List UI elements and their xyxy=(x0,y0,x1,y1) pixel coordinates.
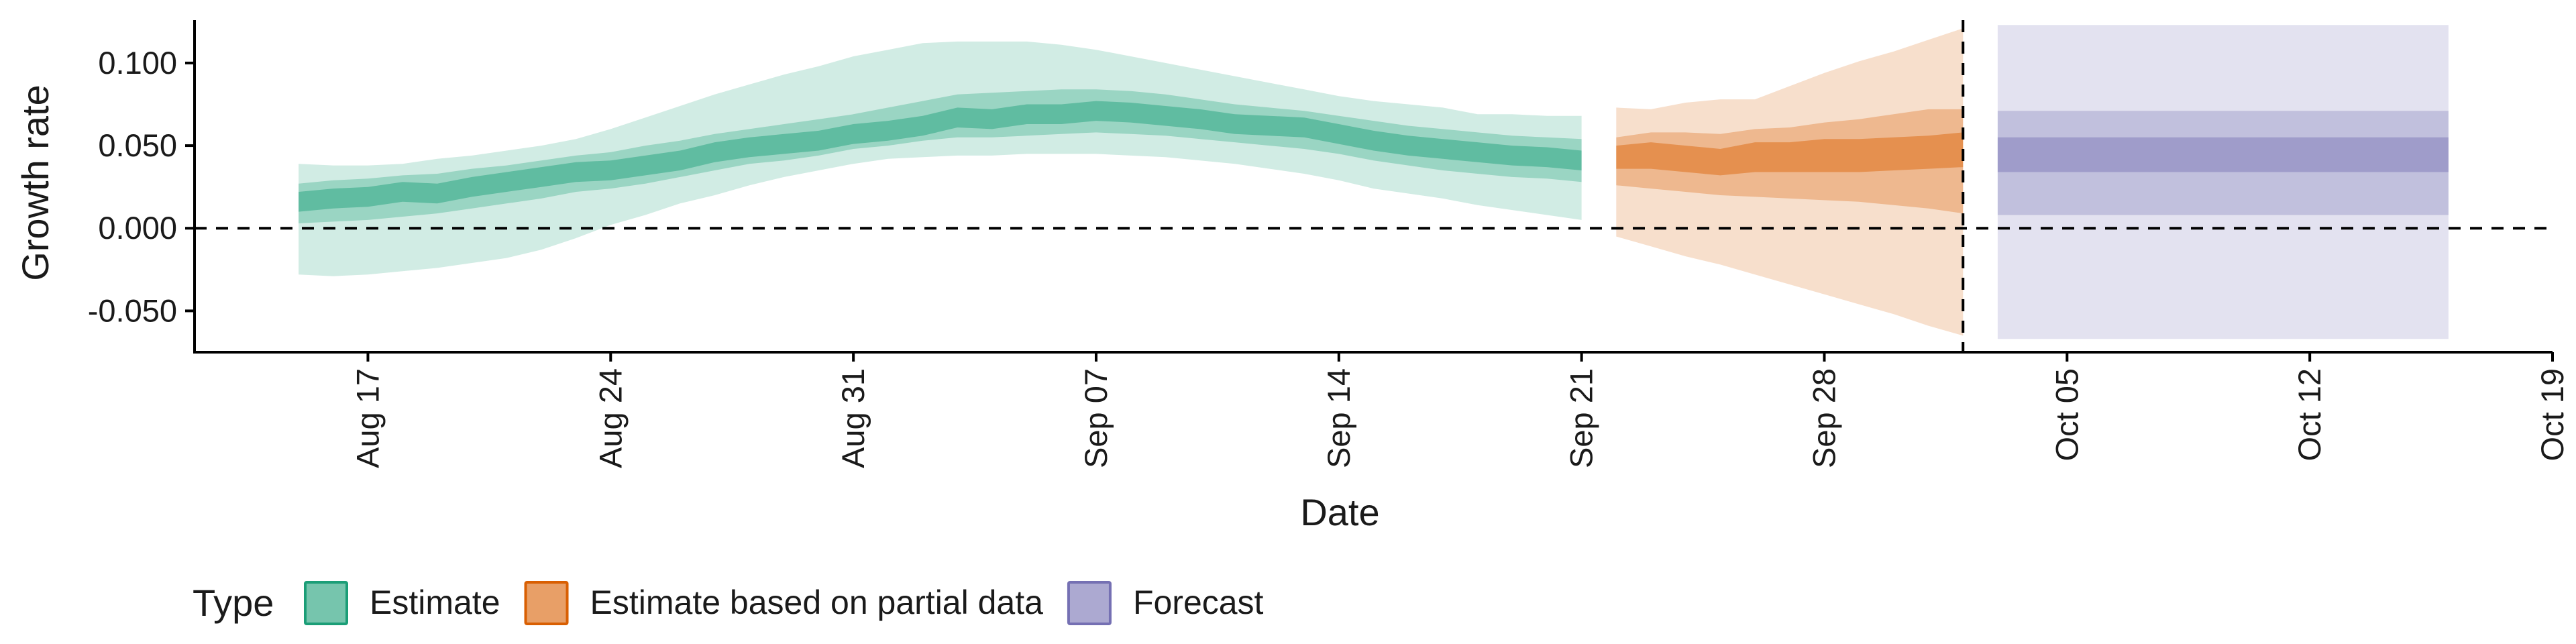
y-tick-label: 0.100 xyxy=(98,45,177,80)
band-20-interval-2 xyxy=(1997,137,2449,172)
y-axis-title: Growth rate xyxy=(14,85,56,281)
x-tick-label: Sep 14 xyxy=(1321,368,1356,468)
y-tick-label: -0.050 xyxy=(88,292,177,328)
legend-entries: Estimate Estimate based on partial data Fo… xyxy=(304,581,1264,625)
legend-entry: Estimate xyxy=(304,581,500,625)
band-20-interval-0 xyxy=(299,101,1582,212)
legend-swatch xyxy=(1067,581,1112,625)
legend-entry: Forecast xyxy=(1067,581,1264,625)
axes-layer: 0.100 0.050 0.000 -0.050 Aug 17 Aug 24 Aug 31… xyxy=(14,20,2570,533)
x-tick-label: Oct 05 xyxy=(2049,368,2084,461)
band-90-interval-0 xyxy=(299,41,1582,276)
legend: Type Estimate Estimate based on partial d… xyxy=(193,581,1264,625)
series-estimate-based-on-partial-data xyxy=(1616,28,1964,336)
x-tick-label: Aug 24 xyxy=(592,368,628,468)
band-20-interval-1 xyxy=(1616,132,1964,176)
x-axis-title: Date xyxy=(1300,491,1379,533)
guide-layer xyxy=(195,20,2553,352)
legend-label: Estimate xyxy=(370,584,500,621)
x-tick-label: Aug 31 xyxy=(835,368,871,468)
x-tick-label: Sep 07 xyxy=(1078,368,1114,468)
x-tick-label: Sep 28 xyxy=(1806,368,1841,468)
legend-entry: Estimate based on partial data xyxy=(524,581,1044,625)
legend-label: Forecast xyxy=(1133,584,1264,621)
band-90-interval-1 xyxy=(1616,28,1964,336)
series-estimate xyxy=(299,41,1582,276)
band-50-interval-1 xyxy=(1616,109,1964,214)
band-90-interval-2 xyxy=(1997,25,2449,339)
x-axis-ticks: Aug 17 Aug 24 Aug 31 Sep 07 Sep 14 Sep 21 Sep … xyxy=(350,352,2570,468)
legend-swatch xyxy=(524,581,569,625)
series-forecast xyxy=(1997,25,2449,339)
x-tick-label: Sep 21 xyxy=(1564,368,1599,468)
y-axis-ticks: 0.100 0.050 0.000 -0.050 xyxy=(88,45,195,328)
band-layer xyxy=(299,25,2449,339)
legend-swatch xyxy=(304,581,348,625)
legend-title: Type xyxy=(193,582,274,624)
legend-label: Estimate based on partial data xyxy=(590,584,1044,621)
x-tick-label: Oct 12 xyxy=(2292,368,2327,461)
band-50-interval-2 xyxy=(1997,111,2449,215)
y-tick-label: 0.000 xyxy=(98,210,177,246)
x-tick-label: Aug 17 xyxy=(350,368,385,468)
band-50-interval-0 xyxy=(299,89,1582,223)
x-tick-label: Oct 19 xyxy=(2534,368,2570,461)
y-tick-label: 0.050 xyxy=(98,127,177,163)
